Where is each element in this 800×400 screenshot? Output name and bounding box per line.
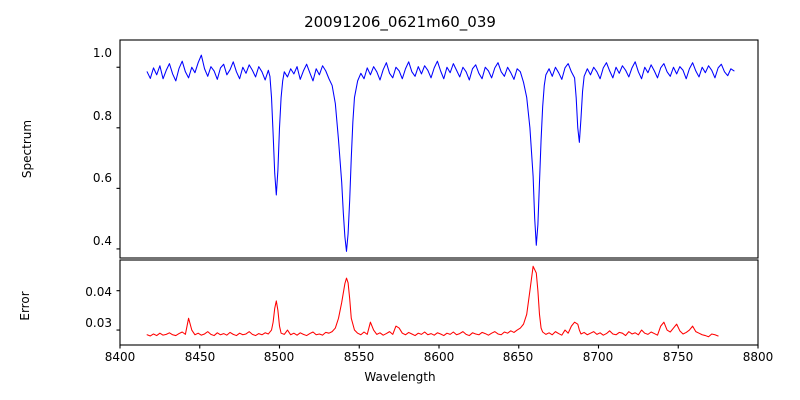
- spectrum-data-line: [147, 55, 734, 251]
- figure-canvas: 20091206_0621m60_039 Spectrum Error Wave…: [0, 0, 800, 400]
- spectrum-axes-frame: [120, 40, 758, 258]
- plot-svg: [0, 0, 800, 400]
- error-data-line: [147, 266, 718, 336]
- error-axes-frame: [120, 260, 758, 345]
